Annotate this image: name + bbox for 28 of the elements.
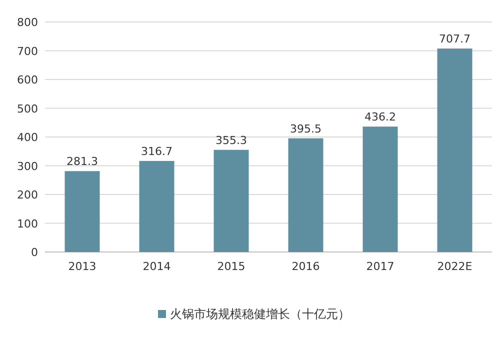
bar	[214, 150, 249, 252]
bar	[288, 138, 324, 252]
legend-label: 火锅市场规模稳健增长（十亿元）	[170, 307, 350, 321]
y-tick-label: 100	[17, 217, 38, 230]
x-tick-label: 2013	[68, 260, 96, 273]
y-tick-label: 600	[17, 74, 38, 86]
data-label: 436.2	[364, 110, 396, 124]
y-tick-label: 300	[17, 160, 38, 173]
bar	[362, 126, 398, 252]
y-tick-label: 0	[31, 246, 38, 259]
x-tick-label: 2022E	[437, 260, 472, 273]
y-tick-label: 500	[17, 102, 38, 116]
x-tick-label: 2016	[292, 260, 320, 273]
x-tick-label: 2015	[217, 260, 246, 273]
data-label: 316.7	[141, 144, 172, 158]
x-tick-label: 2017	[366, 260, 394, 273]
data-label: 355.3	[216, 134, 247, 147]
x-tick-label: 2014	[142, 260, 171, 273]
y-tick-label: 400	[17, 131, 38, 144]
bar	[64, 171, 100, 252]
data-label: 395.5	[290, 122, 322, 136]
y-tick-label: 800	[17, 16, 38, 29]
data-label: 281.3	[66, 155, 98, 168]
bar	[437, 48, 472, 252]
data-label: 707.7	[439, 32, 470, 46]
y-tick-label: 200	[17, 188, 38, 202]
bar	[139, 160, 174, 252]
y-tick-label: 700	[17, 44, 38, 58]
